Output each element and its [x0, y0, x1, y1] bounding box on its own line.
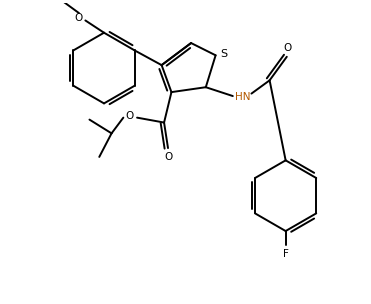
Text: O: O [284, 43, 292, 54]
Text: F: F [283, 249, 289, 259]
Text: S: S [220, 49, 227, 59]
Text: O: O [165, 152, 173, 162]
Text: O: O [125, 111, 133, 121]
Text: HN: HN [235, 92, 250, 102]
Text: O: O [75, 13, 83, 23]
